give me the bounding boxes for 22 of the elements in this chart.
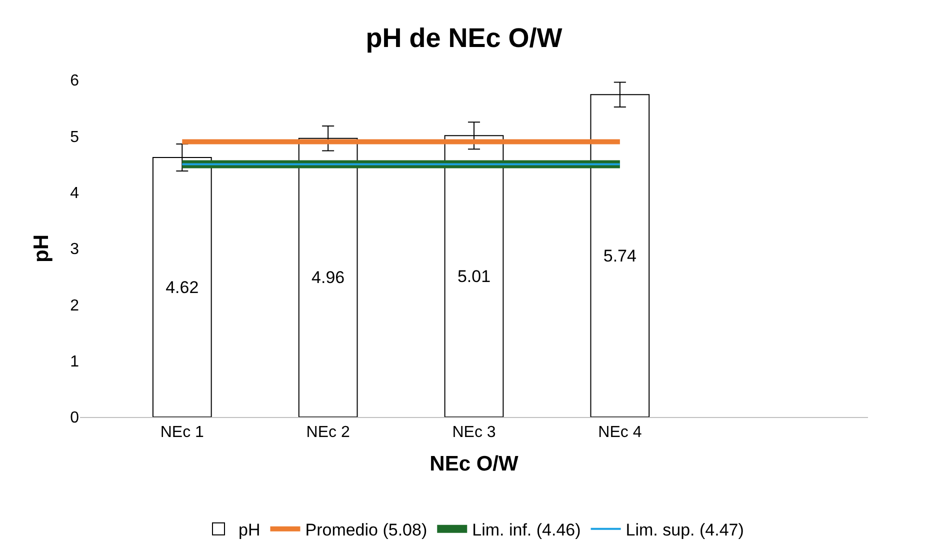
data-label: 4.96	[312, 268, 345, 288]
y-tick-label: 3	[70, 241, 80, 258]
x-tick-label: NEc 4	[598, 424, 642, 442]
y-tick-label: 5	[70, 128, 80, 146]
y-axis-title: pH	[30, 234, 54, 262]
x-tick-label: NEc 2	[306, 424, 350, 442]
data-label: 4.62	[166, 278, 199, 297]
y-tick-label: 1	[70, 353, 80, 370]
x-tick-label: NEc 3	[452, 424, 496, 442]
x-axis-title: NEc O/W	[430, 452, 519, 476]
data-label: 5.01	[457, 266, 491, 286]
x-tick-label: NEc 1	[160, 424, 204, 442]
legend-label: pH	[238, 520, 260, 540]
legend-label: Lim. inf. (4.46)	[472, 520, 581, 540]
y-tick-label: 4	[70, 184, 80, 202]
chart-title: pH de NEc O/W	[366, 22, 563, 53]
y-tick-label: 6	[70, 72, 80, 90]
data-label: 5.74	[603, 246, 636, 266]
legend-label: Promedio (5.08)	[305, 520, 428, 540]
y-tick-label: 2	[70, 297, 80, 314]
y-tick-label: 0	[70, 410, 80, 427]
legend-label: Lim. sup. (4.47)	[626, 520, 744, 540]
